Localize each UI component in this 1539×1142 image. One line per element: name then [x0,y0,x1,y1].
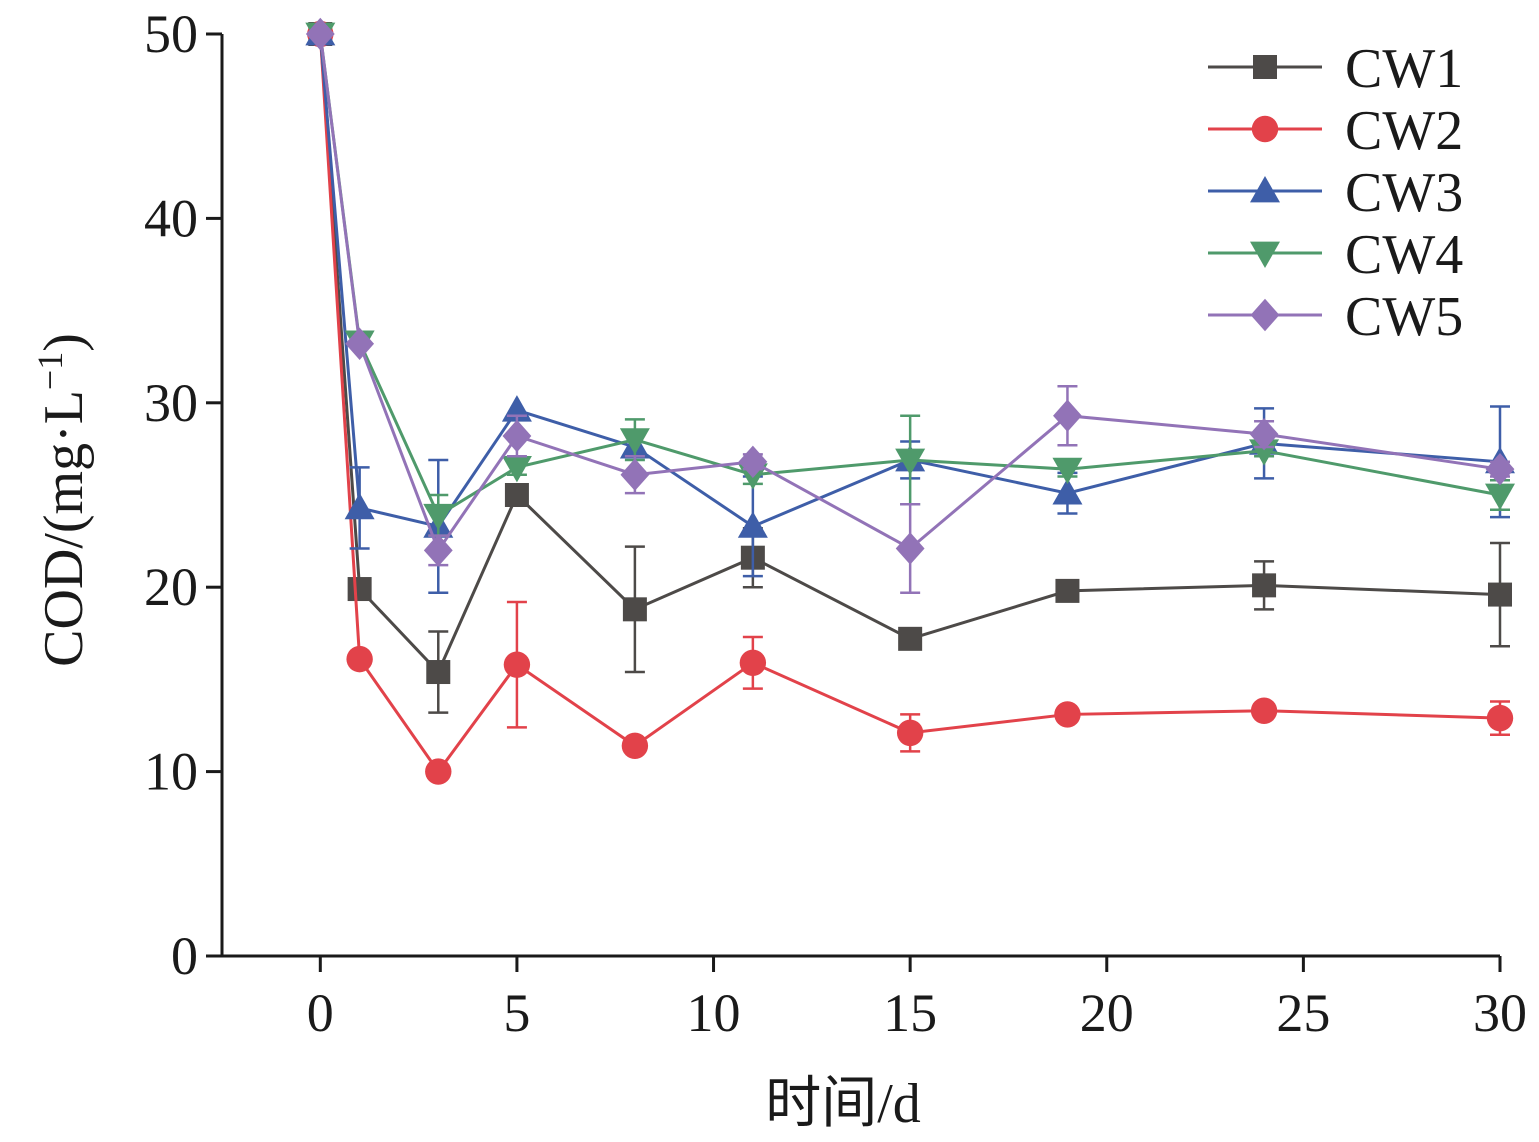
legend-marker [1251,115,1279,143]
x-tick-label: 10 [687,983,741,1043]
data-point [1054,701,1081,728]
data-point [1052,457,1083,485]
series-line-cw1 [318,33,1501,675]
data-point [1486,704,1514,732]
legend-label: CW1 [1345,38,1463,100]
x-tick-label: 5 [503,983,530,1043]
data-point [347,577,372,602]
legend-item-cw3: CW3 [1208,162,1463,224]
data-point [1488,582,1512,607]
y-axis-title-main: COD/(mg·L [33,390,95,667]
series-cw1 [308,22,1512,714]
y-tick-label: 40 [144,188,198,248]
y-tick-label: 10 [144,742,198,802]
legend-label: CW2 [1345,100,1463,162]
data-point [423,503,454,531]
data-point [898,626,923,651]
x-tick-label: 20 [1080,983,1134,1043]
data-point [502,419,532,453]
data-point [1053,399,1082,432]
legend-item-cw4: CW4 [1208,224,1463,286]
data-point [1250,697,1278,724]
data-point [345,327,375,360]
y-tick-label: 50 [144,4,198,64]
data-point [346,645,373,673]
data-point [619,428,650,455]
data-point [425,758,452,785]
y-axis-title-close: ) [33,333,95,352]
data-point [344,492,375,520]
data-point [1249,417,1279,451]
data-point [504,483,529,507]
axes: 0 10 20 30 40 50 0 5 10 15 20 25 30 [144,4,1527,1043]
data-point [737,511,768,538]
x-tick-label: 0 [307,983,334,1043]
x-tick-label: 30 [1473,983,1527,1043]
data-point [1252,573,1277,598]
legend-item-cw2: CW2 [1208,100,1463,162]
y-axis-title-superscript: −1 [30,352,70,390]
legend-marker [1250,176,1280,203]
series-layer [305,17,1515,785]
data-point [423,534,453,567]
legend-marker [1250,241,1280,268]
y-tick-label: 30 [144,373,198,433]
data-point [896,719,924,747]
data-point [620,458,650,491]
x-axis-title: 时间/d [765,1073,921,1135]
data-point [501,455,532,483]
legend-marker [1253,55,1277,79]
data-point [739,649,767,677]
legend-item-cw5: CW5 [1208,286,1463,348]
data-point [1485,452,1515,486]
y-axis-title: COD/(mg·L−1) [30,333,95,667]
legend-label: CW5 [1345,286,1463,348]
data-point [895,532,925,565]
data-point [1485,483,1515,510]
data-point [738,445,768,479]
series-cw5 [305,17,1515,594]
series-cw4 [305,22,1515,537]
legend-label: CW4 [1345,224,1463,286]
series-cw2 [307,20,1514,785]
data-point [503,651,531,678]
data-point [622,597,647,622]
legend-item-cw1: CW1 [1208,38,1463,100]
y-tick-label: 20 [144,557,198,617]
data-point [621,732,649,759]
series-line-cw2 [318,33,1501,775]
data-point [426,660,451,685]
x-tick-label: 25 [1276,983,1330,1043]
y-tick-label: 0 [171,926,198,986]
legend-label: CW3 [1345,162,1463,224]
series-line-cw3 [318,33,1501,529]
series-line-cw4 [318,33,1501,518]
data-point [1052,478,1083,505]
series-line-cw5 [318,33,1501,554]
data-point [305,17,335,51]
data-point [895,448,926,475]
x-tick-label: 15 [883,983,937,1043]
data-point [1055,578,1080,603]
legend-marker [1250,298,1280,332]
